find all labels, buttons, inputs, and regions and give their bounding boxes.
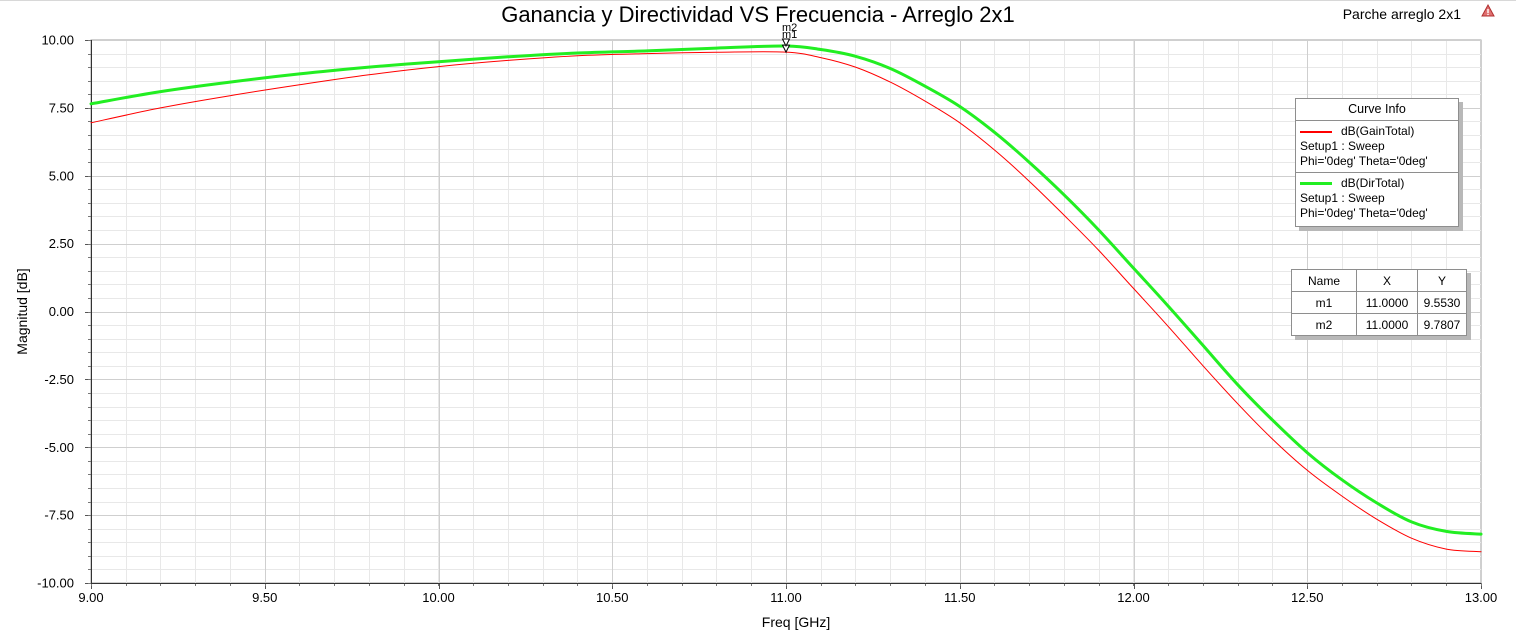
marker-header-name: Name (1291, 269, 1357, 292)
y-tick-label: 2.50 (49, 236, 74, 251)
legend-entry-gain[interactable]: dB(GainTotal) Setup1 : Sweep Phi='0deg' … (1296, 121, 1458, 169)
top-border (0, 0, 1516, 1)
marker-row-x: 11.0000 (1356, 291, 1418, 314)
x-tick-label: 13.00 (1465, 590, 1498, 605)
design-name-label: Parche arreglo 2x1 (1342, 6, 1461, 22)
y-tick-label: 5.00 (49, 168, 74, 183)
legend-entry-params: Phi='0deg' Theta='0deg' (1300, 154, 1428, 168)
marker-label: m2 (782, 22, 797, 34)
x-tick-label: 9.00 (78, 590, 103, 605)
y-tick-label: -7.50 (44, 508, 74, 523)
curve-info-title: Curve Info (1296, 99, 1458, 121)
marker-row-y: 9.5530 (1417, 291, 1467, 314)
legend-entry-name: dB(DirTotal) (1341, 176, 1405, 190)
y-tick-label: -5.00 (44, 440, 74, 455)
x-tick-label: 11.50 (944, 590, 976, 605)
legend-entry-directivity[interactable]: dB(DirTotal) Setup1 : Sweep Phi='0deg' T… (1296, 172, 1458, 221)
series-line-dir-total[interactable] (89, 44, 1483, 536)
warning-triangle-icon[interactable] (1480, 3, 1496, 19)
marker-table[interactable]: Name X Y m1 11.0000 9.5530 m2 11.0000 9.… (1291, 269, 1467, 336)
legend-entry-setup: Setup1 : Sweep (1300, 139, 1385, 153)
curve-info-legend[interactable]: Curve Info dB(GainTotal) Setup1 : Sweep … (1295, 98, 1459, 227)
y-tick-label: 7.50 (49, 100, 74, 115)
legend-swatch-gain (1300, 130, 1332, 133)
x-tick-label: 9.50 (252, 590, 277, 605)
marker-table-row[interactable]: m1 11.0000 9.5530 (1291, 291, 1467, 314)
y-tick-label: -2.50 (44, 372, 74, 387)
marker-row-name: m2 (1291, 313, 1357, 336)
marker-header-y: Y (1417, 269, 1467, 292)
y-tick-label: 0.00 (49, 304, 74, 319)
marker-table-header: Name X Y (1291, 269, 1467, 292)
marker-table-row[interactable]: m2 11.0000 9.7807 (1291, 313, 1467, 336)
y-tick-label: 10.00 (41, 33, 74, 48)
x-axis-label: Freq [GHz] (762, 614, 830, 630)
marker-row-y: 9.7807 (1417, 313, 1467, 336)
legend-swatch-directivity (1300, 182, 1332, 185)
x-tick-label: 10.00 (422, 590, 455, 605)
x-tick-label: 11.00 (770, 590, 802, 605)
y-axis-label: Magnitud [dB] (14, 268, 30, 354)
marker-header-x: X (1356, 269, 1418, 292)
chart-title: Ganancia y Directividad VS Frecuencia - … (501, 2, 1015, 27)
y-tick-label: -10.00 (37, 576, 74, 591)
x-tick-label: 10.50 (596, 590, 629, 605)
marker-label: m1 (782, 29, 797, 41)
legend-entry-params: Phi='0deg' Theta='0deg' (1300, 206, 1428, 220)
marker-m2[interactable] (781, 38, 791, 48)
x-tick-label: 12.00 (1117, 590, 1150, 605)
legend-entry-name: dB(GainTotal) (1341, 124, 1415, 138)
x-tick-label: 12.50 (1291, 590, 1324, 605)
marker-row-name: m1 (1291, 291, 1357, 314)
legend-entry-setup: Setup1 : Sweep (1300, 191, 1385, 205)
series-line-gain-total[interactable] (90, 51, 1482, 553)
marker-row-x: 11.0000 (1356, 313, 1418, 336)
